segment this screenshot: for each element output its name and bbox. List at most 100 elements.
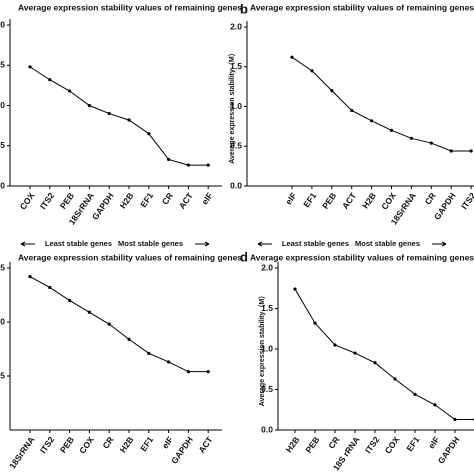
x-tick-label: ITS2	[38, 190, 57, 211]
x-tick-label: ITS2	[363, 434, 382, 455]
x-tick-label: eIF	[160, 435, 175, 451]
y-tick-label: 2.0	[261, 262, 273, 272]
x-tick-label: EF1	[138, 434, 155, 453]
x-tick-label: ITS2	[459, 190, 474, 211]
y-tick-label: 1.5	[0, 60, 5, 70]
point	[147, 351, 151, 355]
note-right: Most stable genes	[118, 239, 183, 248]
point	[393, 377, 397, 381]
point	[290, 55, 294, 59]
y-tick-label: 1.5	[261, 303, 273, 313]
x-tick-label: PEB	[58, 191, 76, 211]
x-tick-label: COX	[379, 190, 398, 211]
point	[206, 163, 210, 167]
arrow-right	[432, 241, 447, 247]
y-tick-label: 2.0	[230, 21, 242, 31]
point	[409, 136, 413, 140]
point	[107, 111, 111, 116]
point	[310, 69, 314, 73]
panel-label: d	[240, 249, 248, 264]
x-tick-label: COX	[383, 434, 402, 455]
x-tick-label: CR	[326, 435, 341, 451]
point	[28, 275, 32, 279]
point	[373, 361, 377, 365]
point	[449, 149, 453, 153]
y-axis-label: Average expression stability（M）	[228, 49, 236, 164]
x-tick-label: ITS2	[38, 434, 57, 455]
note-left: Least stable genes	[282, 239, 349, 248]
point	[167, 360, 171, 364]
y-tick-label: 1.5	[230, 61, 242, 71]
x-tick-label: PEB	[303, 435, 321, 455]
point	[313, 321, 317, 325]
y-tick-label: 1.0	[261, 343, 273, 353]
point	[453, 417, 457, 422]
x-tick-label: EF1	[301, 190, 318, 209]
point	[186, 370, 190, 374]
y-tick-label: 0.0	[230, 180, 242, 190]
y-tick-label: 1.0	[230, 101, 242, 111]
x-tick-label: ACT	[340, 190, 359, 211]
x-tick-label: EF1	[404, 434, 421, 453]
point	[167, 157, 171, 162]
x-tick-label: eIF	[426, 435, 441, 451]
arrow-left	[20, 241, 35, 247]
x-tick-label: CR	[423, 191, 438, 207]
chart-title: Average expression stability values of r…	[18, 252, 242, 262]
line	[294, 288, 474, 420]
y-tick-label: 1.0	[0, 316, 5, 326]
point	[147, 132, 151, 136]
x-tick-label: H2B	[284, 435, 302, 455]
chart-title: Average expression stability values of r…	[18, 2, 242, 12]
note-left: Least stable genes	[45, 239, 112, 248]
point	[293, 287, 297, 291]
x-tick-label: 18SrRNA	[7, 435, 36, 471]
y-axis-label: Average expression stability（M）	[258, 292, 266, 407]
point	[48, 78, 52, 82]
y-tick-label: 0.5	[0, 370, 5, 380]
y-tick-label: 0.0	[261, 424, 273, 434]
point	[350, 108, 354, 113]
point	[370, 119, 374, 123]
x-tick-label: PEB	[320, 191, 338, 211]
point	[330, 89, 334, 93]
line	[291, 56, 472, 152]
chart-title: Average expression stability values of r…	[250, 2, 474, 12]
x-tick-label: H2B	[360, 191, 378, 211]
point	[48, 285, 52, 290]
y-tick-label: 0.5	[230, 141, 242, 151]
point	[353, 351, 357, 355]
x-tick-label: COX	[18, 190, 37, 211]
point	[389, 128, 394, 132]
point	[87, 103, 91, 108]
y-tick-label: 2.0	[0, 19, 5, 29]
point	[333, 343, 337, 347]
x-tick-label: ACT	[196, 434, 215, 455]
x-tick-label: CR	[160, 191, 175, 207]
point	[107, 322, 111, 326]
y-tick-label: 1.0	[0, 100, 5, 110]
x-tick-label: COX	[77, 434, 96, 455]
point	[433, 403, 437, 407]
point	[413, 392, 417, 396]
panel-label: b	[240, 1, 248, 16]
chart-title: Average expression stability values of r…	[250, 252, 474, 262]
point	[127, 337, 131, 341]
x-tick-label: H2B	[118, 435, 136, 455]
arrow-left	[257, 241, 272, 247]
point	[186, 163, 190, 167]
y-tick-label: 1.5	[0, 262, 5, 272]
line	[29, 66, 209, 166]
x-tick-label: PEB	[58, 435, 76, 455]
note-right: Most stable genes	[355, 239, 420, 248]
x-tick-label: CR	[100, 435, 115, 451]
x-tick-label: H2B	[118, 191, 136, 211]
arrow-right	[195, 241, 210, 247]
x-tick-label: EF1	[138, 190, 155, 209]
x-tick-label: eIF	[199, 191, 214, 207]
point	[469, 149, 473, 153]
y-tick-label: 0.0	[0, 180, 5, 190]
y-tick-label: 0.5	[0, 140, 5, 150]
point	[127, 118, 131, 122]
